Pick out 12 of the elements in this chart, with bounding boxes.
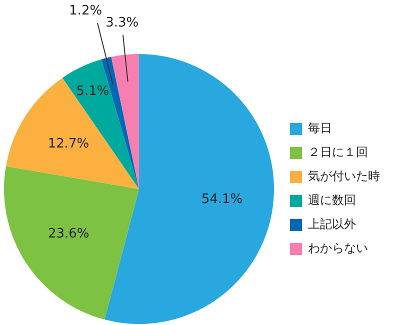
data-label: 54.1% [201,192,243,208]
legend-label: ２日に１回 [308,145,368,160]
legend-label: 気が付いた時 [308,169,380,184]
legend-label: 上記以外 [308,217,356,232]
legend-label: わからない [308,241,368,256]
data-label: 12.7% [48,136,90,152]
legend-label: 毎日 [308,121,332,136]
data-label: 1.2% [69,4,102,19]
legend-label: 週に数回 [308,193,356,208]
data-label: 5.1% [76,84,110,99]
data-label: 23.6% [48,226,90,242]
data-label: 3.3% [106,15,139,30]
